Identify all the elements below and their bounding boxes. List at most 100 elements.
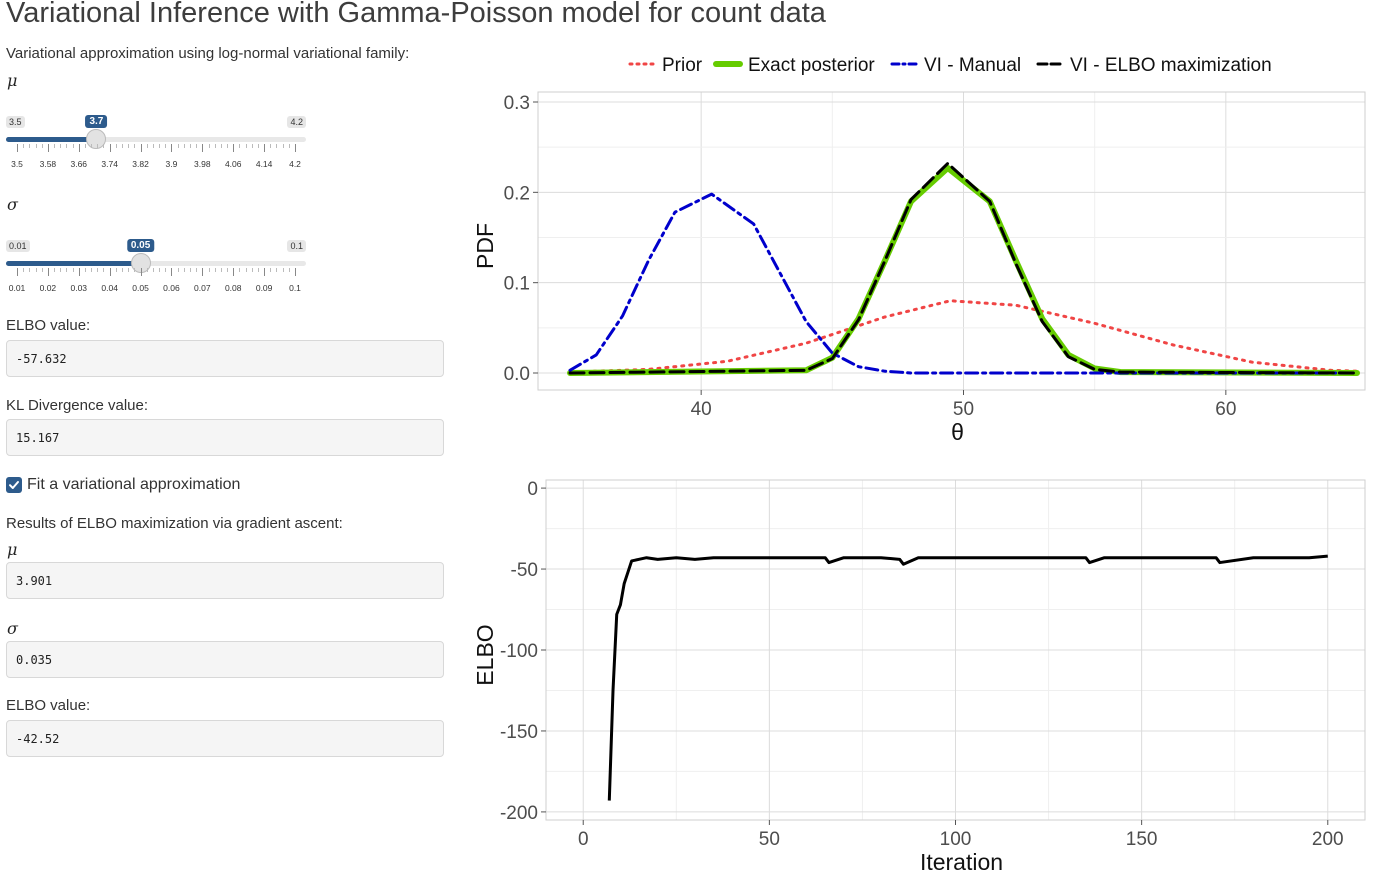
slider-minor-tick [282, 144, 284, 148]
slider-minor-tick [196, 268, 198, 272]
slider-minor-tick [35, 268, 37, 272]
slider-minor-tick [91, 268, 93, 272]
sigma-slider-track[interactable] [6, 261, 306, 266]
slider-tick-label: 0.07 [194, 283, 211, 293]
slider-minor-tick [239, 268, 241, 272]
slider-minor-tick [159, 144, 161, 148]
x-tick-label: 50 [759, 829, 780, 850]
slider-tick [17, 144, 18, 152]
slider-tick [264, 144, 266, 152]
slider-minor-tick [183, 144, 185, 148]
slider-minor-tick [115, 268, 117, 272]
slider-minor-tick [23, 268, 25, 272]
slider-tick [202, 144, 204, 152]
y-tick-label: 0.1 [504, 274, 530, 295]
slider-minor-tick [177, 268, 179, 272]
slider-minor-tick [177, 144, 179, 148]
legend-label: VI - Manual [924, 55, 1021, 76]
y-tick-label: -50 [511, 560, 538, 581]
slider-minor-tick [146, 268, 148, 272]
slider-minor-tick [214, 268, 216, 272]
elbo-trace-line [607, 554, 1328, 801]
slider-tick [233, 144, 235, 152]
slider-minor-tick [66, 144, 68, 148]
slider-tick-label: 0.08 [224, 283, 242, 293]
slider-minor-tick [103, 144, 105, 148]
y-axis-label: ELBO [472, 624, 498, 685]
slider-minor-tick [165, 144, 167, 148]
slider-tick-label: 0.01 [8, 283, 26, 293]
slider-tick [233, 268, 235, 276]
slider-tick-label: 4.14 [255, 159, 273, 169]
x-tick-label: 60 [1215, 399, 1236, 420]
slider-minor-tick [60, 144, 62, 148]
mu-slider-track[interactable] [6, 137, 306, 142]
slider-minor-tick [128, 144, 130, 148]
result-mu-output: 3.901 [6, 562, 444, 599]
slider-tick-label: 0.09 [255, 283, 273, 293]
slider-tick [264, 268, 266, 276]
slider-tick [295, 144, 296, 152]
series-line [568, 161, 1359, 375]
result-mu-label: μ [7, 540, 18, 559]
slider-minor-tick [288, 268, 290, 272]
slider-minor-tick [29, 268, 31, 272]
slider-minor-tick [208, 144, 210, 148]
checkmark-icon [9, 481, 19, 489]
slider-minor-tick [239, 144, 241, 148]
slider-minor-tick [66, 268, 68, 272]
slider-tick-label: 3.82 [132, 159, 149, 169]
slider-tick [47, 268, 49, 276]
mu-slider-value: 3.7 [85, 115, 108, 128]
slider-tick-label: 3.5 [11, 159, 23, 169]
slider-minor-tick [251, 144, 253, 148]
legend-label: Prior [662, 55, 703, 76]
slider-minor-tick [97, 268, 99, 272]
fit-checkbox[interactable] [6, 477, 22, 493]
slider-minor-tick [245, 144, 247, 148]
result-sigma-label: σ [7, 619, 18, 638]
slider-minor-tick [152, 144, 154, 148]
slider-minor-tick [189, 268, 191, 272]
slider-tick-label: 0.02 [39, 283, 57, 293]
slider-minor-tick [220, 144, 222, 148]
slider-tick [78, 268, 80, 276]
slider-minor-tick [189, 144, 191, 148]
result-elbo-label: ELBO value: [6, 697, 91, 714]
mu-slider-max: 4.2 [287, 116, 306, 128]
fit-checkbox-label[interactable]: Fit a variational approximation [27, 476, 241, 493]
elbo-trace-chart: 0 -50 -100 -150 -200 0 50 100 150 200 Iteration ELB… [472, 479, 1366, 875]
sigma-slider-min: 0.01 [6, 240, 30, 252]
slider-tick [109, 268, 111, 276]
x-tick-label: 40 [691, 399, 712, 420]
slider-minor-tick [84, 268, 86, 272]
slider-tick [17, 268, 18, 276]
y-axis-label: PDF [472, 223, 498, 269]
slider-tick [78, 144, 80, 152]
series-line [568, 299, 1359, 374]
plot-panel [537, 91, 1366, 391]
slider-tick-label: 3.98 [194, 159, 211, 169]
sigma-slider[interactable]: 0.01 0.1 0.05 0.01 0.02 0.03 0.04 0.05 0.06 0.… [6, 239, 306, 300]
result-sigma-output: 0.035 [6, 641, 444, 678]
slider-minor-tick [227, 268, 229, 272]
mu-slider[interactable]: 3.5 4.2 3.7 3.5 3.58 3.66 3.74 3.82 3.9 3.98 4.… [6, 115, 306, 176]
slider-minor-tick [35, 144, 37, 148]
x-tick-label: 50 [953, 399, 974, 420]
slider-minor-tick [54, 268, 56, 272]
slider-minor-tick [122, 268, 124, 272]
slider-minor-tick [23, 144, 25, 148]
slider-tick-label: 4.2 [289, 159, 301, 169]
slider-minor-tick [72, 268, 74, 272]
sigma-slider-value: 0.05 [126, 239, 155, 252]
y-tick-label: -150 [500, 722, 538, 743]
slider-tick [109, 144, 111, 152]
slider-minor-tick [208, 268, 210, 272]
slider-minor-tick [134, 268, 136, 272]
y-tick-label: 0 [527, 479, 538, 500]
slider-minor-tick [270, 268, 272, 272]
slider-tick-label: 0.03 [70, 283, 88, 293]
slider-minor-tick [84, 144, 86, 148]
x-axis-label: θ [951, 419, 964, 440]
mu-label: μ [7, 71, 18, 90]
